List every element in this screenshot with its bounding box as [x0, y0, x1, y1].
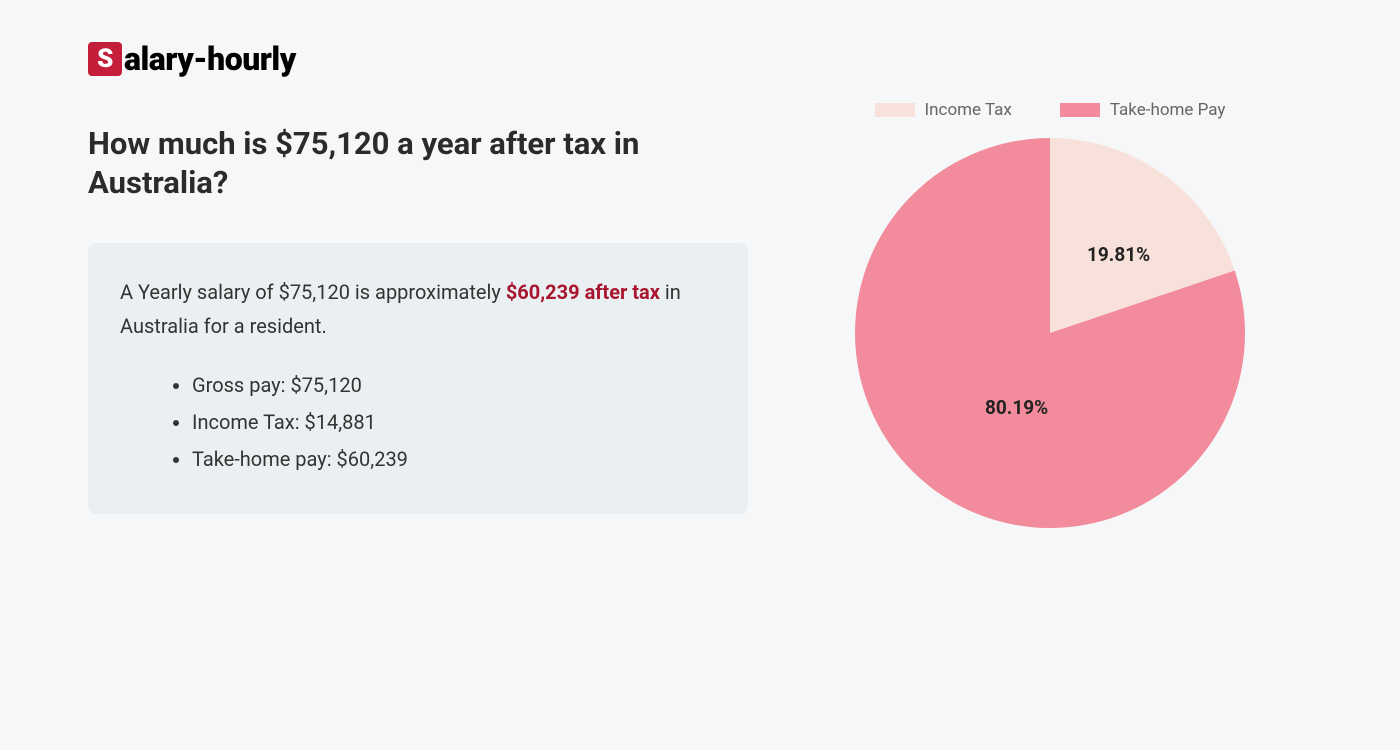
list-item: Take-home pay: $60,239: [192, 441, 716, 478]
legend-label: Income Tax: [925, 100, 1012, 120]
summary-prefix: A Yearly salary of $75,120 is approximat…: [120, 280, 506, 304]
list-item: Gross pay: $75,120: [192, 367, 716, 404]
legend-swatch: [1060, 103, 1100, 117]
list-item: Income Tax: $14,881: [192, 404, 716, 441]
pie-svg: [855, 138, 1245, 528]
summary-text: A Yearly salary of $75,120 is approximat…: [120, 275, 716, 343]
logo-badge: S: [88, 42, 122, 76]
legend-item-income-tax: Income Tax: [875, 100, 1012, 120]
pie-wrap: 19.81% 80.19%: [855, 138, 1245, 528]
legend-label: Take-home Pay: [1110, 100, 1226, 120]
info-box: A Yearly salary of $75,120 is approximat…: [88, 243, 748, 514]
site-logo: Salary-hourly: [88, 40, 296, 78]
chart-legend: Income Tax Take-home Pay: [830, 100, 1270, 120]
main-content: How much is $75,120 a year after tax in …: [88, 125, 748, 514]
summary-highlight: $60,239 after tax: [506, 280, 660, 304]
slice-label-income-tax: 19.81%: [1087, 243, 1150, 266]
bullet-list: Gross pay: $75,120 Income Tax: $14,881 T…: [120, 367, 716, 478]
slice-label-take-home: 80.19%: [985, 396, 1048, 419]
legend-swatch: [875, 103, 915, 117]
legend-item-take-home: Take-home Pay: [1060, 100, 1226, 120]
page-title: How much is $75,120 a year after tax in …: [88, 125, 748, 203]
logo-text: alary-hourly: [124, 40, 296, 78]
tax-pie-chart: Income Tax Take-home Pay 19.81% 80.19%: [830, 100, 1270, 528]
